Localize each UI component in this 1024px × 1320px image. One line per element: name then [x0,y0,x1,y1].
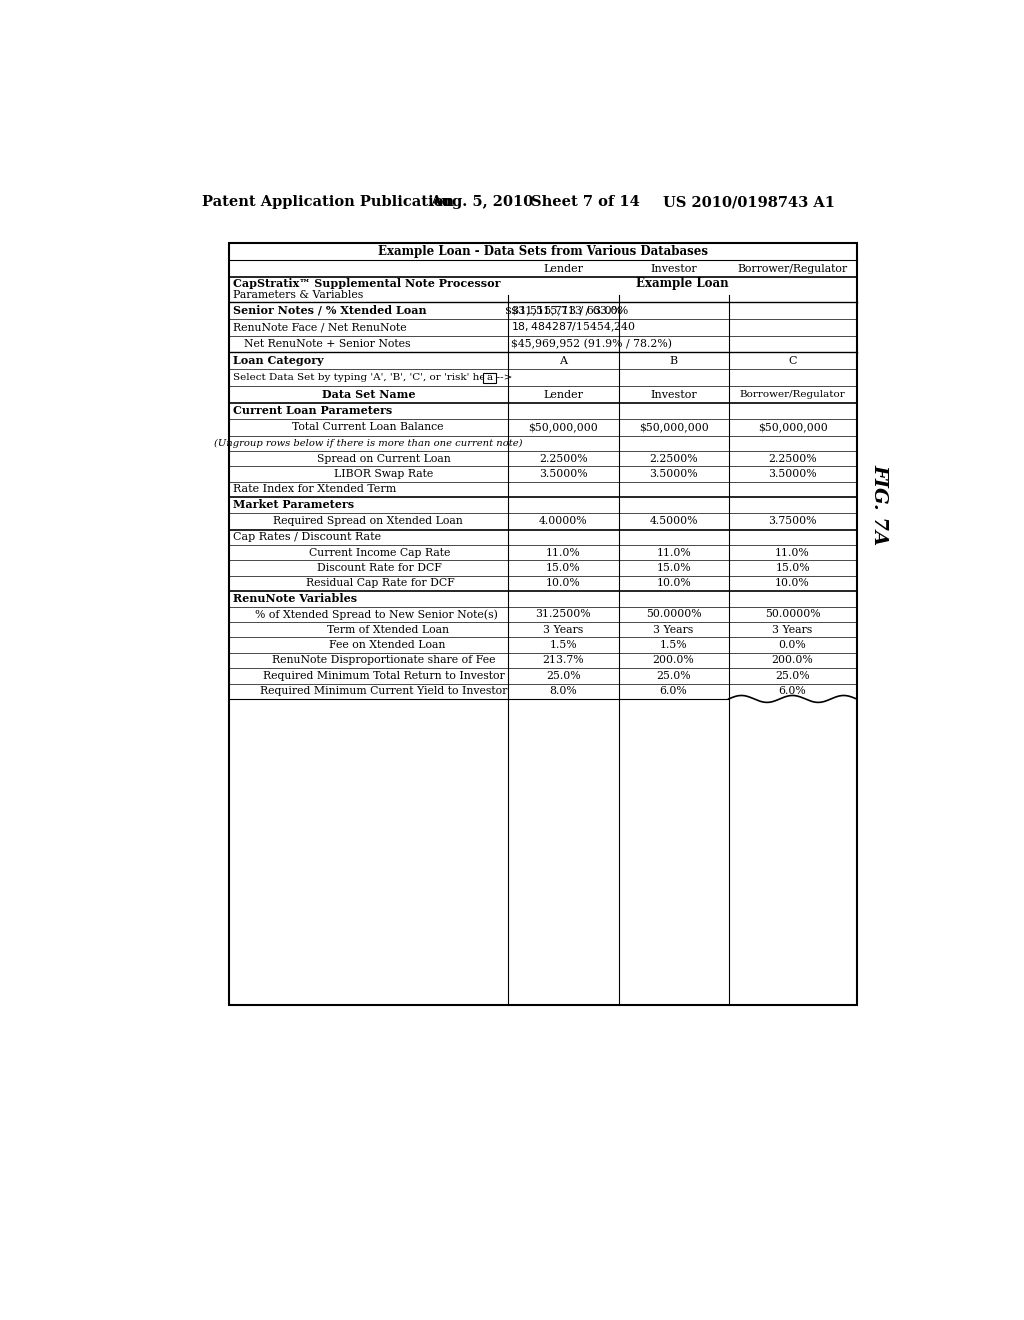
Text: Parameters & Variables: Parameters & Variables [233,289,364,300]
Text: 2.2500%: 2.2500% [649,454,698,463]
Text: 3 Years: 3 Years [653,624,693,635]
Text: Data Set Name: Data Set Name [322,389,415,400]
Text: FIG. 7A: FIG. 7A [870,465,889,545]
Text: 4.0000%: 4.0000% [539,516,588,527]
Text: 1.5%: 1.5% [659,640,687,649]
Text: 4.5000%: 4.5000% [649,516,697,527]
Text: Lender: Lender [543,389,583,400]
Text: Current Income Cap Rate: Current Income Cap Rate [309,548,451,557]
Text: 50.0000%: 50.0000% [765,610,820,619]
Text: 10.0%: 10.0% [546,578,581,589]
Text: 6.0%: 6.0% [778,686,807,696]
Text: 2.2500%: 2.2500% [539,454,588,463]
Text: Example Loan - Data Sets from Various Databases: Example Loan - Data Sets from Various Da… [378,246,708,259]
Text: $31,515,713 / 63.0%: $31,515,713 / 63.0% [511,305,628,315]
Text: Example Loan: Example Loan [636,277,728,290]
Text: Residual Cap Rate for DCF: Residual Cap Rate for DCF [305,578,455,589]
Text: $50,000,000: $50,000,000 [758,422,827,432]
Bar [228,243,856,1006]
Text: a: a [486,374,493,383]
Text: 11.0%: 11.0% [775,548,810,557]
Text: 25.0%: 25.0% [656,671,691,681]
Text: Investor: Investor [650,389,697,400]
Text: 3 Years: 3 Years [543,624,584,635]
Text: 15.0%: 15.0% [546,564,581,573]
Text: 15.0%: 15.0% [656,564,691,573]
Text: Fee on Xtended Loan: Fee on Xtended Loan [330,640,445,649]
Text: 10.0%: 10.0% [775,578,810,589]
Text: Discount Rate for DCF: Discount Rate for DCF [317,564,442,573]
Text: LIBOR Swap Rate: LIBOR Swap Rate [334,469,433,479]
Text: 8.0%: 8.0% [549,686,578,696]
Text: Senior Notes / % Xtended Loan: Senior Notes / % Xtended Loan [233,305,427,315]
Text: Rate Index for Xtended Term: Rate Index for Xtended Term [233,484,396,495]
Text: C: C [788,356,797,366]
Text: A: A [559,356,567,366]
Text: Required Minimum Total Return to Investor: Required Minimum Total Return to Investo… [263,671,505,681]
Text: 200.0%: 200.0% [772,656,813,665]
Text: 25.0%: 25.0% [546,671,581,681]
Text: RenuNote Face / Net RenuNote: RenuNote Face / Net RenuNote [233,322,407,333]
Text: Borrower/Regulator: Borrower/Regulator [739,391,846,399]
Text: Aug. 5, 2010: Aug. 5, 2010 [430,195,534,210]
Text: % of Xtended Spread to New Senior Note(s): % of Xtended Spread to New Senior Note(s… [255,609,498,619]
Text: Net RenuNote + Senior Notes: Net RenuNote + Senior Notes [245,339,411,348]
Text: 213.7%: 213.7% [543,656,584,665]
Text: Borrower/Regulator: Borrower/Regulator [737,264,848,273]
Text: 11.0%: 11.0% [546,548,581,557]
Text: CapStratix™ Supplemental Note Processor: CapStratix™ Supplemental Note Processor [233,279,501,289]
Text: 50.0000%: 50.0000% [646,610,701,619]
Text: $45,969,952 (91.9% / 78.2%): $45,969,952 (91.9% / 78.2%) [511,339,672,350]
Text: 200.0%: 200.0% [652,656,694,665]
Text: $50,000,000: $50,000,000 [528,422,598,432]
Text: Cap Rates / Discount Rate: Cap Rates / Discount Rate [233,532,382,543]
Text: B: B [670,356,678,366]
Text: Select Data Set by typing 'A', 'B', 'C', or 'risk' here-->: Select Data Set by typing 'A', 'B', 'C',… [233,374,513,383]
Text: 1.5%: 1.5% [549,640,577,649]
Text: 25.0%: 25.0% [775,671,810,681]
Text: RenuNote Variables: RenuNote Variables [233,594,357,605]
Text: Required Minimum Current Yield to Investor: Required Minimum Current Yield to Invest… [260,686,508,696]
Text: Lender: Lender [543,264,583,273]
Text: 31.2500%: 31.2500% [536,610,591,619]
Text: 2.2500%: 2.2500% [768,454,817,463]
Text: $31,515,713 / 63.0%: $31,515,713 / 63.0% [505,305,622,315]
Text: 3.5000%: 3.5000% [768,469,817,479]
Text: Term of Xtended Loan: Term of Xtended Loan [327,624,449,635]
Text: Loan Category: Loan Category [233,355,324,367]
Text: $50,000,000: $50,000,000 [639,422,709,432]
Text: Market Parameters: Market Parameters [233,499,354,511]
Text: RenuNote Disproportionate share of Fee: RenuNote Disproportionate share of Fee [272,656,496,665]
Text: US 2010/0198743 A1: US 2010/0198743 A1 [663,195,835,210]
Text: 15.0%: 15.0% [775,564,810,573]
Text: Total Current Loan Balance: Total Current Loan Balance [293,422,444,432]
Text: Patent Application Publication: Patent Application Publication [202,195,454,210]
Text: Investor: Investor [650,264,697,273]
Text: Current Loan Parameters: Current Loan Parameters [233,405,392,417]
Text: 3 Years: 3 Years [772,624,813,635]
Text: 0.0%: 0.0% [778,640,807,649]
Text: 10.0%: 10.0% [656,578,691,589]
Text: Required Spread on Xtended Loan: Required Spread on Xtended Loan [273,516,463,527]
Text: 3.5000%: 3.5000% [649,469,698,479]
Text: Sheet 7 of 14: Sheet 7 of 14 [531,195,640,210]
Text: (Ungroup rows below if there is more than one current note): (Ungroup rows below if there is more tha… [214,438,522,447]
Bar [483,372,496,383]
Text: 3.5000%: 3.5000% [539,469,588,479]
Text: Spread on Current Loan: Spread on Current Loan [316,454,451,463]
Text: 6.0%: 6.0% [659,686,687,696]
Text: $18,484287 / $15454,240: $18,484287 / $15454,240 [511,321,636,334]
Text: 3.7500%: 3.7500% [768,516,817,527]
Text: 11.0%: 11.0% [656,548,691,557]
